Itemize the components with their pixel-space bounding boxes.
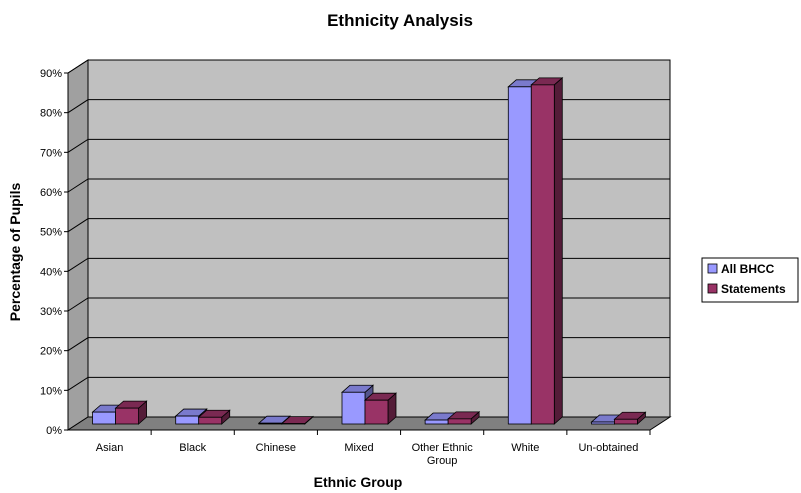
bar: [613, 411, 647, 425]
x-tick-label: Black: [179, 442, 206, 454]
y-tick-label: 50%: [40, 227, 62, 239]
x-axis-title: Ethnic Group: [314, 474, 403, 490]
gridline: [67, 297, 670, 312]
gridline: [67, 138, 670, 153]
bar: [447, 410, 481, 425]
gridline: [67, 178, 670, 193]
bar: [197, 409, 231, 425]
chart-title: Ethnicity Analysis: [327, 11, 473, 30]
y-tick-label: 40%: [40, 266, 62, 278]
y-tick-label: 60%: [40, 187, 62, 199]
y-tick-label: 10%: [40, 385, 62, 397]
gridline: [67, 257, 670, 272]
gridline: [67, 218, 670, 233]
gridline: [67, 59, 670, 74]
x-axis-categories: Asian Black Chinese Mixed Other Ethnic Group W…: [68, 429, 651, 467]
legend: All BHCC Statements: [701, 257, 799, 303]
gridline: [67, 337, 670, 352]
x-tick-label: Un-obtained: [578, 442, 638, 454]
x-tick-label: White: [511, 442, 539, 454]
y-axis-title: Percentage of Pupils: [7, 183, 23, 322]
y-axis-ticks: 0% 10% 20% 30% 40% 50% 60% 70% 80% 90%: [40, 68, 69, 437]
x-tick-label: Chinese: [256, 442, 296, 454]
y-tick-label: 90%: [40, 68, 62, 80]
plot-area: [66, 59, 672, 431]
y-tick-label: 80%: [40, 108, 62, 120]
y-tick-label: 70%: [40, 147, 62, 159]
bar: [363, 392, 398, 425]
y-tick-label: 30%: [40, 306, 62, 318]
legend-swatch: [707, 263, 718, 274]
y-tick-label: 20%: [40, 346, 62, 358]
x-tick-label: Asian: [96, 442, 124, 454]
bar: [280, 415, 314, 425]
bar: [114, 400, 148, 425]
bars: [91, 76, 647, 425]
legend-label: All BHCC: [721, 262, 775, 276]
legend-label: Statements: [721, 282, 786, 296]
legend-swatch: [707, 283, 718, 294]
legend-box: [701, 257, 799, 303]
y-tick-label: 0%: [46, 425, 62, 437]
gridline: [67, 376, 670, 391]
bar: [530, 76, 564, 425]
gridline: [67, 99, 670, 114]
side-wall: [67, 59, 89, 431]
x-tick-label: Other Ethnic Group: [412, 442, 474, 467]
back-wall: [87, 59, 671, 418]
x-tick-label: Mixed: [344, 442, 373, 454]
